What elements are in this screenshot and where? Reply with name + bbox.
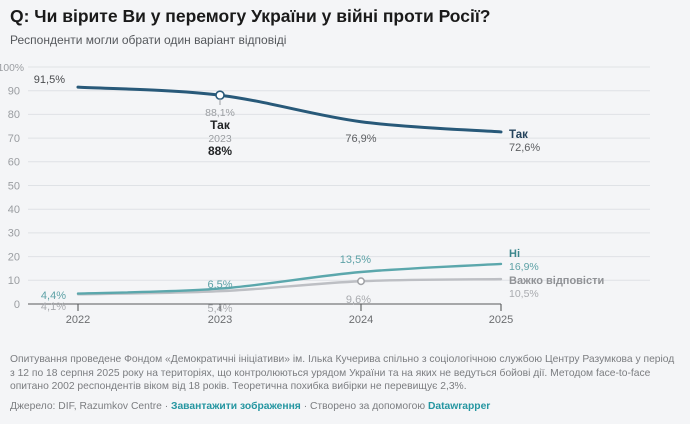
svg-text:13,5%: 13,5% — [340, 254, 371, 266]
svg-text:2022: 2022 — [66, 314, 90, 326]
svg-text:72,6%: 72,6% — [509, 142, 540, 154]
svg-text:16,9%: 16,9% — [509, 261, 539, 273]
svg-text:Ні: Ні — [509, 248, 520, 260]
svg-text:5,4%: 5,4% — [207, 303, 232, 315]
svg-text:60: 60 — [8, 157, 20, 169]
svg-text:Так: Так — [509, 129, 528, 141]
svg-text:40: 40 — [8, 204, 20, 216]
svg-text:2024: 2024 — [349, 314, 373, 326]
svg-text:20: 20 — [8, 251, 20, 263]
svg-text:0: 0 — [14, 299, 20, 311]
svg-text:100%: 100% — [0, 63, 24, 74]
svg-text:6,5%: 6,5% — [207, 279, 232, 291]
svg-text:30: 30 — [8, 228, 20, 240]
svg-text:Так: Так — [210, 118, 231, 132]
svg-text:10,5%: 10,5% — [509, 288, 539, 300]
svg-text:76,9%: 76,9% — [345, 133, 376, 145]
svg-text:50: 50 — [8, 180, 20, 192]
svg-text:2023: 2023 — [208, 314, 232, 326]
svg-text:88%: 88% — [208, 144, 232, 158]
svg-text:Важко відповісти: Важко відповісти — [509, 275, 604, 287]
svg-text:90: 90 — [8, 86, 20, 98]
svg-text:2025: 2025 — [489, 314, 513, 326]
svg-text:70: 70 — [8, 133, 20, 145]
svg-text:80: 80 — [8, 109, 20, 121]
svg-text:9,6%: 9,6% — [346, 294, 371, 306]
svg-text:10: 10 — [8, 275, 20, 287]
svg-text:91,5%: 91,5% — [34, 74, 65, 86]
svg-text:4,1%: 4,1% — [41, 301, 66, 313]
